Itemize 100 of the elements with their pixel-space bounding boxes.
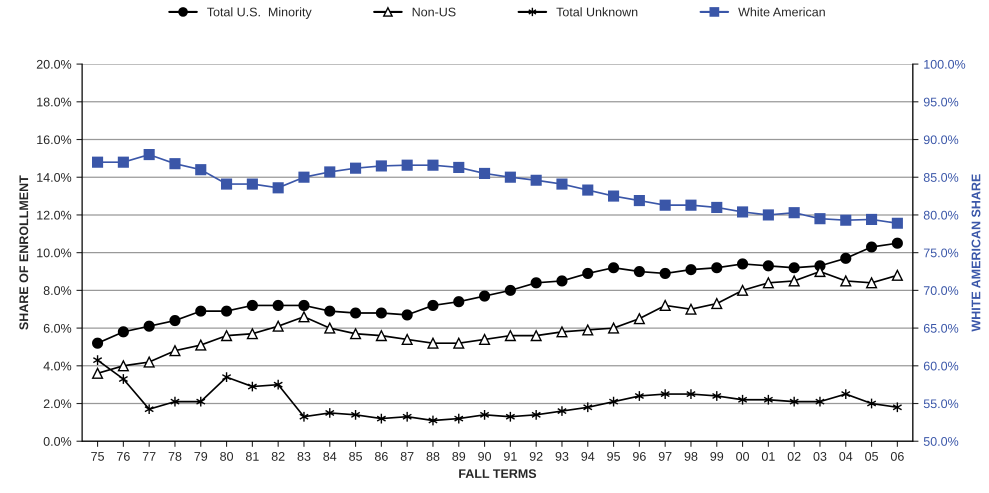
y-tick-label: 16.0% bbox=[37, 135, 72, 144]
x-tick-label: 79 bbox=[194, 452, 208, 461]
point bbox=[324, 407, 335, 419]
point bbox=[272, 320, 284, 332]
point bbox=[92, 338, 104, 349]
point bbox=[762, 260, 774, 272]
point bbox=[118, 373, 128, 385]
point bbox=[376, 307, 387, 319]
point bbox=[504, 330, 516, 342]
point bbox=[221, 178, 232, 190]
point bbox=[737, 206, 748, 218]
legend-label: Non-US bbox=[412, 8, 456, 16]
point bbox=[634, 195, 645, 206]
x-tick-label: 98 bbox=[684, 452, 698, 461]
point bbox=[454, 413, 464, 424]
point bbox=[272, 182, 284, 194]
point bbox=[866, 214, 878, 226]
point bbox=[685, 200, 697, 211]
point bbox=[634, 313, 645, 324]
y2-tick-label: 60.0% bbox=[924, 362, 958, 370]
point bbox=[298, 172, 310, 183]
point bbox=[246, 178, 258, 190]
x-tick-label: 92 bbox=[530, 452, 542, 461]
point bbox=[118, 360, 129, 372]
x-tick-label: 88 bbox=[426, 452, 440, 461]
x-axis-title: FALL TERMS bbox=[459, 469, 536, 478]
point bbox=[247, 380, 258, 392]
point bbox=[195, 340, 206, 351]
point bbox=[427, 338, 439, 349]
y2-tick-label: 70.0% bbox=[924, 286, 958, 296]
point bbox=[711, 262, 722, 274]
legend-label: Total U.S. Minority bbox=[207, 7, 312, 19]
point bbox=[144, 356, 155, 368]
x-tick-label: 97 bbox=[658, 452, 672, 461]
point bbox=[350, 328, 362, 340]
legend-label: White American bbox=[738, 7, 825, 16]
point bbox=[788, 262, 800, 274]
point bbox=[660, 200, 671, 211]
x-tick-label: 06 bbox=[890, 452, 904, 461]
point bbox=[221, 306, 232, 317]
x-tick-label: 99 bbox=[710, 452, 724, 461]
y2-tick-label: 75.0% bbox=[924, 248, 958, 258]
x-tick-label: 91 bbox=[504, 452, 517, 461]
y2-tick-label: 90.0% bbox=[924, 135, 958, 144]
point bbox=[685, 264, 697, 276]
point bbox=[660, 388, 670, 400]
y2-tick-label: 50.0% bbox=[924, 437, 958, 446]
point bbox=[840, 252, 852, 264]
x-tick-label: 01 bbox=[762, 452, 775, 461]
x-tick-label: 89 bbox=[452, 452, 466, 461]
legend-label: Total Unknown bbox=[556, 7, 638, 16]
point bbox=[660, 268, 671, 279]
x-tick-label: 78 bbox=[168, 452, 182, 461]
point bbox=[324, 166, 336, 178]
x-tick-label: 94 bbox=[581, 452, 594, 461]
point bbox=[582, 184, 594, 196]
point bbox=[427, 300, 439, 312]
point bbox=[892, 218, 903, 229]
point bbox=[582, 268, 594, 279]
point bbox=[711, 202, 722, 213]
point bbox=[840, 388, 851, 400]
point bbox=[685, 304, 697, 315]
y2-tick-label: 100.0% bbox=[924, 60, 966, 69]
point bbox=[92, 156, 104, 168]
y-tick-label: 4.0% bbox=[43, 362, 72, 370]
y-axis-title: SHARE OF ENROLLMENT bbox=[19, 175, 28, 330]
point bbox=[608, 262, 620, 274]
point bbox=[504, 284, 516, 296]
point bbox=[427, 160, 439, 171]
point bbox=[660, 300, 671, 312]
y2-tick-label: 55.0% bbox=[924, 399, 958, 408]
point bbox=[376, 413, 386, 424]
point bbox=[246, 300, 258, 312]
point bbox=[711, 298, 722, 310]
point bbox=[892, 238, 903, 249]
point bbox=[840, 275, 852, 287]
point bbox=[350, 307, 362, 319]
point bbox=[556, 326, 568, 338]
y2-tick-label: 80.0% bbox=[924, 210, 958, 220]
point bbox=[376, 160, 387, 172]
point bbox=[453, 162, 464, 173]
point bbox=[402, 309, 413, 320]
point bbox=[350, 162, 362, 174]
point bbox=[788, 207, 800, 218]
point bbox=[298, 300, 310, 312]
y2-axis-title: WHITE AMERICAN SHARE bbox=[972, 174, 980, 332]
point bbox=[222, 372, 232, 383]
x-tick-label: 84 bbox=[323, 452, 336, 461]
point bbox=[504, 172, 516, 183]
point bbox=[840, 214, 852, 226]
point bbox=[531, 409, 542, 420]
x-tick-label: 82 bbox=[272, 452, 284, 461]
x-tick-label: 80 bbox=[220, 452, 234, 461]
x-tick-label: 87 bbox=[400, 452, 414, 461]
point bbox=[814, 213, 826, 224]
point bbox=[866, 398, 876, 410]
point bbox=[118, 156, 129, 168]
y-tick-label: 12.0% bbox=[37, 210, 72, 220]
x-tick-label: 85 bbox=[349, 452, 362, 461]
x-tick-label: 90 bbox=[478, 452, 492, 461]
